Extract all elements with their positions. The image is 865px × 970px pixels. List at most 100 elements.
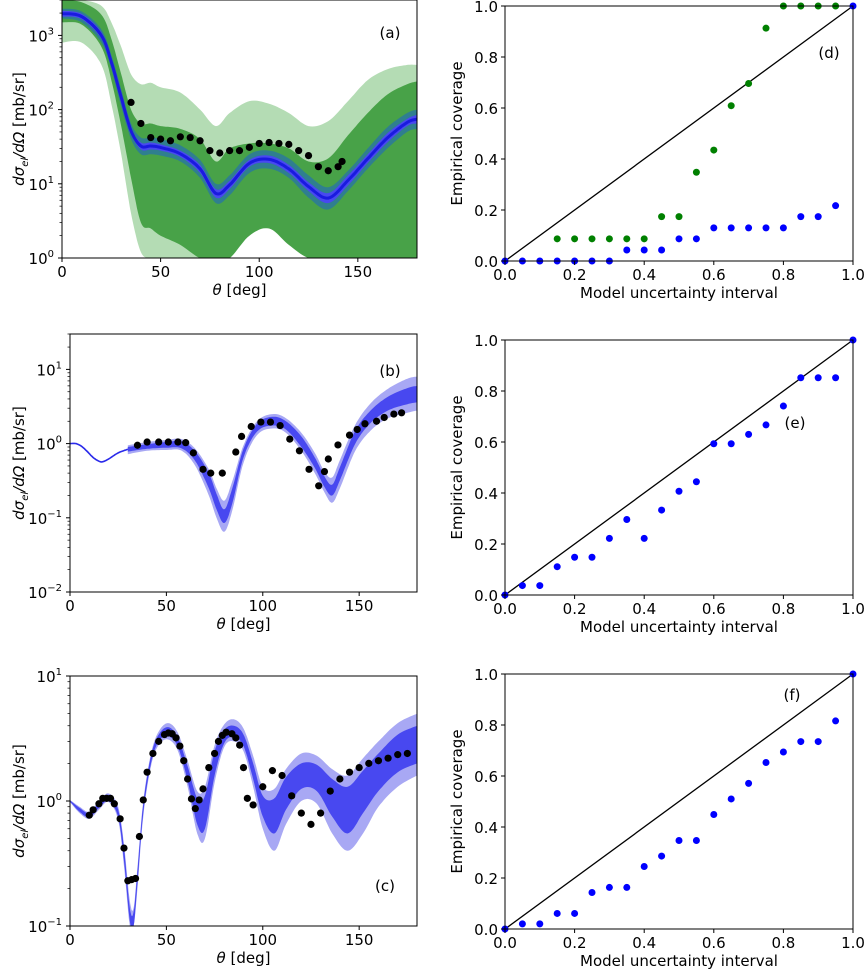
coverage-point-blue (797, 374, 805, 382)
y-axis-title: Empirical coverage (448, 395, 466, 539)
y-tick-label: 1.0 (474, 0, 498, 16)
axes-frame (504, 673, 854, 930)
coverage-point-blue (797, 213, 805, 221)
coverage-point-blue (588, 889, 596, 897)
coverage-point-blue (797, 738, 805, 746)
coverage-point-blue (623, 883, 631, 891)
data-point (207, 469, 215, 477)
plot-area (70, 713, 417, 926)
data-point (205, 764, 213, 772)
coverage-point-blue (762, 758, 770, 766)
data-point (135, 832, 143, 841)
x-tick-label: 0.0 (493, 934, 517, 952)
data-point (324, 455, 332, 463)
data-point (314, 163, 322, 171)
x-tick-label: 1.0 (841, 600, 865, 618)
y-tick-label: 0.0 (474, 921, 498, 939)
x-tick-label: 100 (248, 931, 277, 949)
data-point (120, 844, 128, 852)
data-point (176, 742, 184, 750)
data-point (155, 737, 163, 745)
panel-label: (c) (375, 877, 395, 895)
x-tick-label: 0.6 (702, 600, 726, 618)
data-point (186, 133, 194, 142)
y-tick-label: 1.0 (474, 332, 498, 350)
data-point (338, 157, 346, 166)
y-tick-label: 0.8 (474, 383, 498, 401)
data-point (255, 139, 263, 148)
data-point (149, 749, 157, 758)
model-mean-curve (62, 12, 417, 200)
data-point (226, 147, 234, 155)
data-point (297, 809, 305, 817)
data-point (345, 431, 354, 439)
x-tick-label: 0.8 (771, 600, 795, 618)
data-point (275, 139, 283, 148)
x-tick-label: 50 (151, 263, 170, 281)
coverage-point-blue (727, 224, 735, 232)
data-point (278, 771, 286, 780)
data-point (222, 728, 230, 736)
data-point (180, 757, 188, 765)
coverage-point-green (605, 235, 613, 243)
coverage-point-blue (623, 516, 631, 524)
data-point (182, 439, 190, 447)
data-point (232, 734, 240, 742)
data-point (285, 140, 293, 148)
x-axis-title: Model uncertainty interval (580, 618, 778, 636)
y-tick-label: 0.8 (474, 49, 498, 67)
axes-frame (69, 333, 418, 593)
y-tick-label: 10−1 (28, 509, 62, 528)
panel-c: 0 50 100 150 10−1 100 101 θ [deg] dσel/dΩ [mb/sr… (10, 667, 418, 967)
uncertainty-band-0 (127, 376, 417, 532)
data-point (189, 449, 197, 457)
coverage-point-blue (553, 909, 561, 917)
x-axis-title: θ [deg] (217, 615, 271, 633)
coverage-point-green (762, 24, 770, 32)
y-tick-label: 0.4 (474, 819, 498, 837)
coverage-point-blue (832, 202, 840, 210)
data-point (206, 147, 214, 155)
coverage-point-blue (745, 779, 753, 787)
panel-d: 0.0 0.2 0.4 0.6 0.8 1.0 0.0 0.2 0.4 0.6 0.8 1.0 Mode… (448, 0, 865, 302)
coverage-point-blue (814, 213, 822, 221)
coverage-point-blue (745, 430, 753, 438)
data-point (133, 441, 142, 449)
coverage-point-blue (658, 852, 666, 860)
panel-label: (a) (380, 24, 401, 42)
coverage-point-blue (832, 374, 840, 382)
x-tick-label: 100 (248, 597, 277, 615)
coverage-point-blue (710, 811, 718, 819)
coverage-point-blue (779, 224, 787, 232)
x-tick-label: 0 (57, 263, 67, 281)
panel-b: 0 50 100 150 10−2 10−1 100 101 θ [deg] dσel/dΩ [m… (10, 333, 418, 633)
x-tick-label: 0.0 (493, 600, 517, 618)
x-tick-label: 0.6 (702, 266, 726, 284)
coverage-point-blue (762, 421, 770, 429)
data-point (237, 432, 246, 441)
data-point (334, 441, 342, 449)
data-point (249, 801, 257, 809)
data-point (353, 425, 361, 434)
data-point (397, 409, 406, 417)
coverage-point-blue (675, 837, 683, 845)
x-tick-label: 0.4 (632, 600, 656, 618)
y-tick-label: 1.0 (474, 666, 498, 684)
data-point (199, 465, 207, 473)
coverage-point-blue (710, 440, 718, 448)
coverage-point-blue (518, 920, 526, 928)
data-point (187, 795, 196, 803)
x-tick-label: 1.0 (841, 934, 865, 952)
x-tick-label: 0.2 (563, 600, 587, 618)
panel-label: (d) (818, 44, 839, 62)
data-point (199, 785, 207, 793)
data-point (245, 143, 253, 151)
data-point (210, 749, 219, 758)
x-tick-label: 150 (345, 597, 374, 615)
x-axis-title: Model uncertainty interval (580, 952, 778, 970)
data-point (131, 874, 140, 883)
data-point (315, 482, 323, 490)
coverage-point-blue (640, 863, 648, 871)
x-axis-title: θ [deg] (217, 949, 271, 967)
x-tick-label: 150 (345, 931, 374, 949)
